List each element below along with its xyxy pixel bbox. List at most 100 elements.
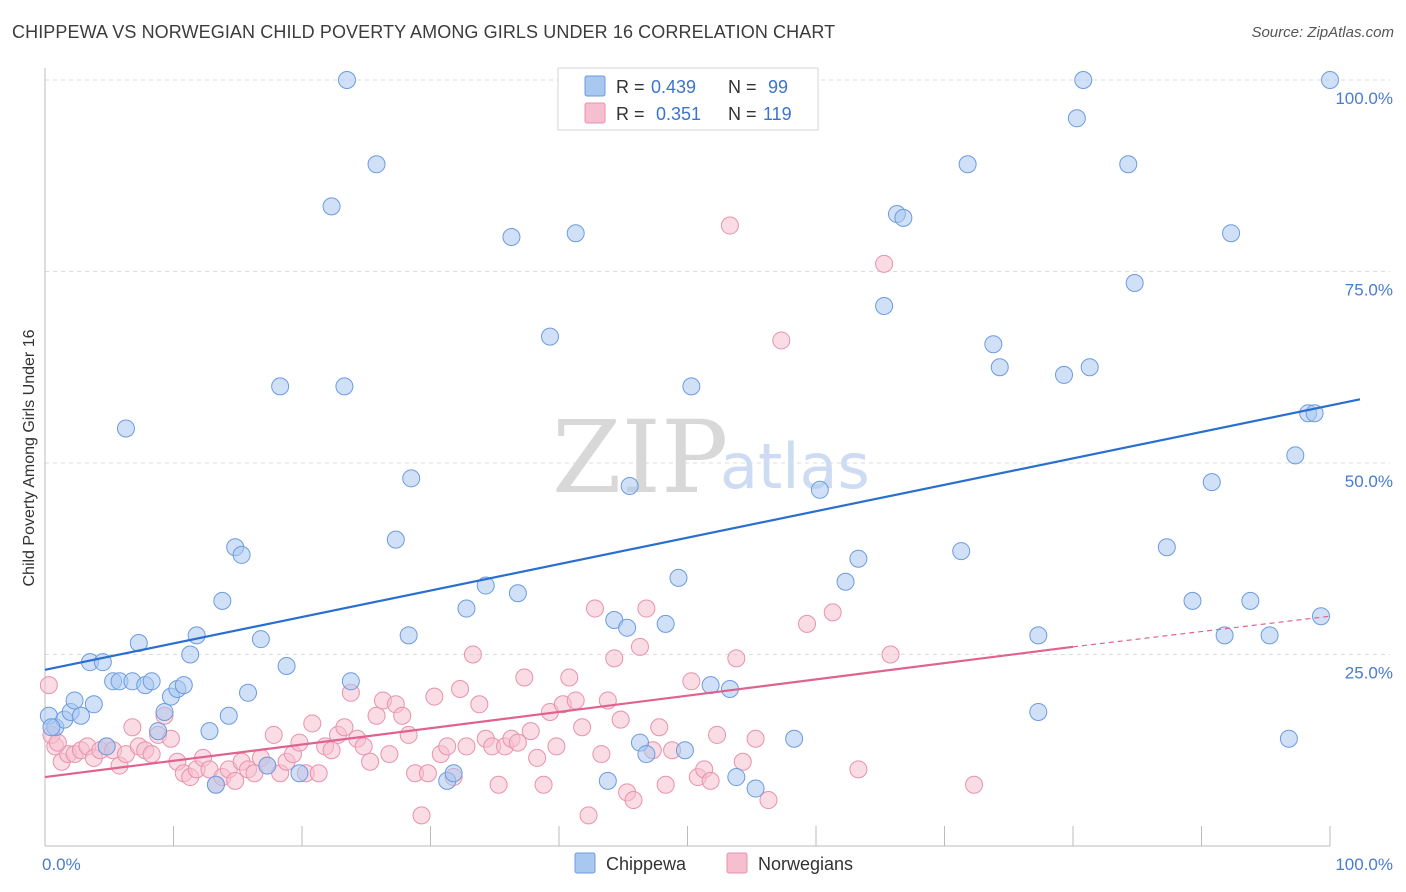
norwegian-point-91 — [624, 791, 643, 810]
chippewa-point-42 — [399, 626, 418, 645]
chippewa-point-39 — [337, 71, 356, 89]
chippewa-point-59 — [669, 568, 688, 587]
norwegian-point-16 — [142, 745, 161, 764]
norwegian-point-59 — [418, 764, 437, 783]
legend-n-label-2: N = — [728, 104, 757, 124]
norwegian-point-88 — [605, 649, 624, 668]
norwegian-point-108 — [772, 331, 791, 350]
chippewa-point-34 — [277, 656, 296, 675]
legend-bottom-chippewa: Chippewa — [606, 854, 687, 874]
y-axis-label: Child Poverty Among Girls Under 16 — [21, 329, 38, 586]
grid-lines — [45, 79, 1390, 655]
chippewa-point-54 — [618, 618, 637, 637]
norwegian-point-84 — [579, 806, 598, 825]
norwegian-point-29 — [226, 771, 245, 790]
norwegian-points — [39, 216, 984, 825]
norwegian-point-89 — [611, 710, 630, 729]
chippewa-point-82 — [1080, 358, 1099, 377]
norwegian-trend-line — [44, 645, 1074, 779]
norwegian-point-58 — [412, 806, 431, 825]
chippewa-point-76 — [990, 358, 1009, 377]
norwegian-point-86 — [592, 745, 611, 764]
y-tick-label-100: 100.0% — [1335, 89, 1393, 108]
chippewa-point-35 — [290, 764, 309, 783]
y-tick-label-25: 25.0% — [1345, 664, 1393, 683]
legend-n-value-2: 119 — [763, 104, 792, 124]
norwegian-point-76 — [528, 748, 547, 767]
norwegian-point-46 — [335, 718, 354, 737]
norwegian-point-70 — [489, 775, 508, 794]
legend-bottom: Chippewa Norwegians — [574, 852, 853, 874]
chippewa-point-7 — [84, 695, 103, 714]
norwegian-point-44 — [322, 741, 341, 760]
chippewa-point-73 — [952, 542, 971, 561]
norwegian-point-93 — [637, 599, 656, 618]
trend-lines — [44, 398, 1361, 779]
chippewa-point-69 — [849, 549, 868, 568]
chippewa-point-41 — [386, 530, 405, 549]
chippewa-trend-line — [44, 398, 1361, 671]
chippewa-point-88 — [1222, 224, 1241, 243]
chippewa-points — [39, 71, 1339, 798]
norwegian-point-79 — [547, 737, 566, 756]
norwegian-point-60 — [425, 687, 444, 706]
norwegian-point-95 — [650, 718, 669, 737]
chippewa-point-87 — [1202, 473, 1221, 492]
chippewa-point-38 — [341, 672, 360, 691]
watermark-atlas: atlas — [720, 430, 870, 503]
chippewa-point-79 — [1055, 365, 1074, 384]
norwegian-point-83 — [573, 718, 592, 737]
chippewa-point-58 — [656, 614, 675, 633]
norwegian-point-51 — [367, 706, 386, 725]
chippewa-point-64 — [727, 768, 746, 787]
chippewa-point-92 — [1279, 729, 1298, 748]
chippewa-point-66 — [785, 729, 804, 748]
legend-r-value-2: 0.351 — [656, 104, 701, 124]
chippewa-point-51 — [566, 224, 585, 243]
norwegian-point-107 — [759, 791, 778, 810]
norwegian-point-104 — [727, 649, 746, 668]
chippewa-point-55 — [620, 476, 639, 495]
chippewa-point-48 — [508, 584, 527, 603]
norwegian-point-50 — [361, 752, 380, 771]
norwegian-point-65 — [457, 737, 476, 756]
source-label: Source: ZipAtlas.com — [1251, 24, 1394, 41]
chippewa-point-50 — [541, 327, 560, 346]
norwegian-trend-extension — [1072, 615, 1331, 648]
chippewa-point-70 — [875, 296, 894, 315]
chippewa-point-31 — [251, 630, 270, 649]
norwegian-point-110 — [823, 603, 842, 622]
norwegian-point-105 — [733, 752, 752, 771]
norwegian-point-0 — [39, 676, 58, 695]
legend-top: R = 0.439 N = 99 R = 0.351 N = 119 — [557, 67, 819, 131]
chippewa-point-97 — [1321, 71, 1339, 89]
chippewa-point-67 — [810, 480, 829, 499]
norwegian-point-75 — [521, 722, 540, 741]
chippewa-point-33 — [271, 377, 290, 396]
norwegian-point-96 — [656, 775, 675, 794]
chippewa-point-98 — [42, 718, 61, 737]
chippewa-point-25 — [206, 775, 225, 794]
norwegian-point-35 — [264, 725, 283, 744]
norwegian-point-53 — [380, 745, 399, 764]
chippewa-point-16 — [142, 672, 161, 691]
norwegian-point-62 — [438, 737, 457, 756]
chippewa-point-4 — [65, 691, 84, 710]
norwegian-point-102 — [708, 725, 727, 744]
chart-title: CHIPPEWA VS NORWEGIAN CHILD POVERTY AMON… — [12, 22, 836, 42]
chippewa-point-57 — [637, 745, 656, 764]
chippewa-point-32 — [258, 756, 277, 775]
chippewa-point-74 — [958, 155, 977, 174]
chippewa-point-18 — [155, 702, 174, 721]
legend-bottom-chippewa-swatch — [574, 852, 596, 874]
norwegian-point-42 — [309, 764, 328, 783]
legend-r-value-1: 0.439 — [651, 77, 696, 97]
watermark: ZIP atlas — [552, 399, 870, 516]
chippewa-point-12 — [116, 419, 135, 438]
x-tick-label-max: 100.0% — [1335, 855, 1393, 874]
chippewa-point-72 — [894, 208, 913, 227]
chippewa-point-80 — [1067, 109, 1086, 128]
norwegian-point-64 — [451, 679, 470, 698]
norwegian-point-13 — [123, 718, 142, 737]
chippewa-point-60 — [675, 741, 694, 760]
